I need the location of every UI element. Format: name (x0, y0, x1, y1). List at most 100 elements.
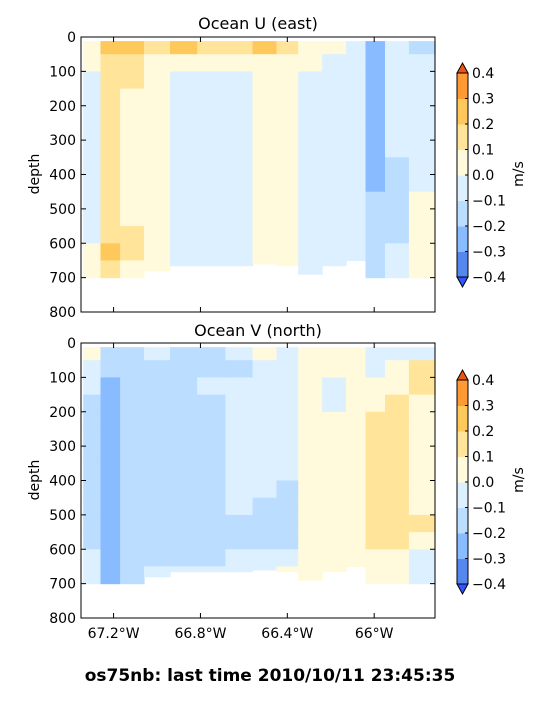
heatmap-cell (83, 226, 102, 244)
heatmap-cell (252, 446, 278, 464)
heatmap-cell (252, 41, 278, 55)
heatmap-cell (225, 54, 254, 72)
heatmap-cell (365, 105, 386, 124)
panel-ocean-u: Ocean U (east) 0 100 200 300 400 500 600 700 800… (27, 14, 527, 321)
heatmap-cell (225, 428, 254, 447)
heatmap-cell (408, 377, 436, 396)
heatmap-cell (120, 566, 145, 585)
heatmap-cell (225, 157, 254, 176)
heatmap-cell (197, 532, 226, 550)
heatmap-cell (120, 174, 145, 193)
heatmap-cell (170, 446, 198, 464)
y-tick-label: 700 (49, 271, 76, 287)
colorbar-band (457, 482, 468, 508)
heatmap-cell (100, 105, 121, 124)
heatmap-cell (170, 174, 198, 193)
heatmap-cell (225, 377, 254, 396)
heatmap-cell (120, 497, 145, 516)
heatmap-cell (322, 480, 347, 499)
heatmap-cell (120, 549, 145, 568)
y-axis-u: 0 100 200 300 400 500 600 700 800 (49, 30, 435, 321)
heatmap-cell (252, 532, 278, 550)
heatmap-cell (385, 54, 410, 72)
heatmap-cell (120, 105, 145, 124)
heatmap-cell (100, 208, 121, 227)
heatmap-cell (408, 105, 436, 124)
heatmap-cell (322, 514, 347, 533)
heatmap-cell (252, 514, 278, 533)
heatmap-cell (365, 243, 386, 262)
heatmap-cell (276, 347, 299, 361)
heatmap-cell (100, 514, 121, 533)
heatmap-cell (408, 71, 436, 90)
heatmap-cell (170, 157, 198, 176)
heatmap-cell (100, 243, 121, 262)
heatmap-cell (252, 140, 278, 158)
heatmap-cell (197, 191, 226, 210)
heatmap-cell (276, 514, 299, 533)
heatmap-cell (100, 566, 121, 585)
heatmap-cell (197, 260, 226, 267)
heatmap-cell (83, 497, 102, 516)
heatmap-cell (298, 514, 323, 533)
heatmap-cell (385, 347, 410, 361)
heatmap-cell (385, 260, 410, 279)
heatmap-cell (385, 122, 410, 141)
heatmap-cell (276, 226, 299, 244)
heatmap-cell (365, 88, 386, 107)
heatmap-cell (385, 157, 410, 176)
heatmap-cell (100, 88, 121, 107)
heatmap-cell (225, 41, 254, 55)
heatmap-cell (298, 347, 323, 361)
heatmap-cell (365, 532, 386, 550)
heatmap-cell (120, 411, 145, 430)
figure-caption: os75nb: last time 2010/10/11 23:45:35 (84, 666, 456, 686)
heatmap-cell (197, 88, 226, 107)
colorbar-band (457, 456, 468, 483)
heatmap-cell (197, 549, 226, 568)
colorbar-band (457, 251, 468, 278)
heatmap-cell (385, 41, 410, 55)
heatmap-cell (120, 428, 145, 447)
heatmap-cell (83, 446, 102, 464)
heatmap-cell (225, 347, 254, 361)
colorbar-tick-label: −0.4 (472, 270, 506, 286)
heatmap-cell (120, 377, 145, 396)
heatmap-cell (408, 88, 436, 107)
heatmap-cell (298, 174, 323, 193)
heatmap-cell (322, 411, 347, 430)
heatmap-cell (170, 41, 198, 55)
heatmap-cell (346, 140, 367, 158)
heatmap-cell (197, 226, 226, 244)
heatmap-cell (408, 260, 436, 279)
heatmap-cell (322, 532, 347, 550)
y-tick-label: 700 (49, 577, 76, 593)
heatmap-cell (346, 497, 367, 516)
colorbar-tick-label: −0.4 (472, 577, 506, 593)
heatmap-cell (225, 360, 254, 378)
heatmap-cell (408, 497, 436, 516)
heatmap-cell (365, 174, 386, 193)
heatmap-cell (365, 446, 386, 464)
heatmap-cell (252, 71, 278, 90)
heatmap-cell (276, 260, 299, 267)
heatmap-cell (276, 446, 299, 464)
colorbar-extend-max (456, 368, 469, 381)
heatmap-cell (144, 105, 171, 124)
heatmap-cell (100, 394, 121, 413)
heatmap-cell (408, 54, 436, 72)
heatmap-cell (298, 260, 323, 275)
heatmap-cell (100, 260, 121, 279)
heatmap-cell (365, 480, 386, 499)
heatmap-cell (170, 260, 198, 267)
heatmap-cell (100, 122, 121, 141)
x-tick-label: 67.2°W (88, 626, 140, 642)
heatmap-cell (83, 157, 102, 176)
heatmap-cell (276, 191, 299, 210)
heatmap-cell (225, 105, 254, 124)
heatmap-cell (252, 480, 278, 499)
colorbar-band (457, 175, 468, 201)
heatmap-cell (322, 549, 347, 568)
heatmap-cell (322, 105, 347, 124)
heatmap-cell (408, 191, 436, 210)
